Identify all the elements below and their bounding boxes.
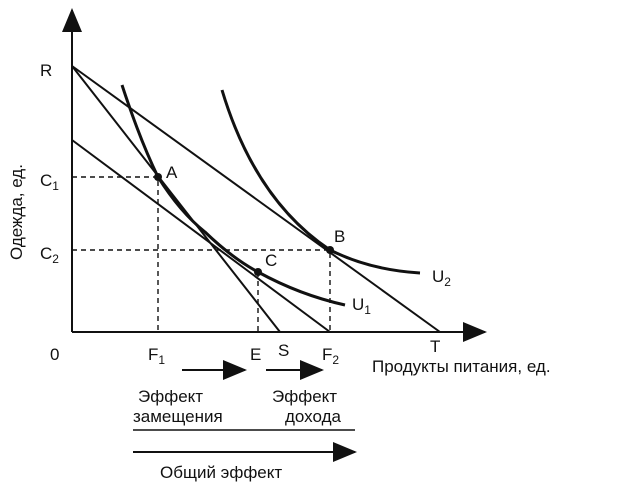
label-u2: U2 xyxy=(432,267,451,289)
label-u1: U1 xyxy=(352,295,371,317)
point-b xyxy=(326,246,334,254)
label-f1: F1 xyxy=(148,345,165,367)
substitution-line2: замещения xyxy=(133,407,223,426)
label-a: A xyxy=(166,163,178,182)
y-axis-label: Одежда, ед. xyxy=(7,164,26,260)
dashed-b xyxy=(72,249,331,332)
curve-u1 xyxy=(120,84,346,307)
substitution-line1: Эффект xyxy=(138,387,203,406)
budget-line-rs xyxy=(71,65,281,333)
label-origin: 0 xyxy=(50,345,59,364)
point-a xyxy=(154,173,162,181)
label-e: E xyxy=(250,345,261,364)
label-s: S xyxy=(278,341,289,360)
label-c1: C1 xyxy=(40,171,59,193)
label-f2: F2 xyxy=(322,345,339,367)
label-c: C xyxy=(265,251,277,270)
x-axis-label: Продукты питания, ед. xyxy=(372,357,551,376)
budget-line-rt xyxy=(71,65,441,333)
budget-line-shifted xyxy=(71,139,331,333)
label-t: T xyxy=(430,337,440,356)
point-c xyxy=(254,268,262,276)
label-b: B xyxy=(334,227,345,246)
total-effect: Общий эффект xyxy=(160,463,282,482)
dashed-a xyxy=(72,176,159,332)
income-line2: дохода xyxy=(285,407,341,426)
label-r: R xyxy=(40,61,52,80)
label-c2: C2 xyxy=(40,244,59,266)
income-line1: Эффект xyxy=(272,387,337,406)
curve-u2 xyxy=(220,89,421,275)
